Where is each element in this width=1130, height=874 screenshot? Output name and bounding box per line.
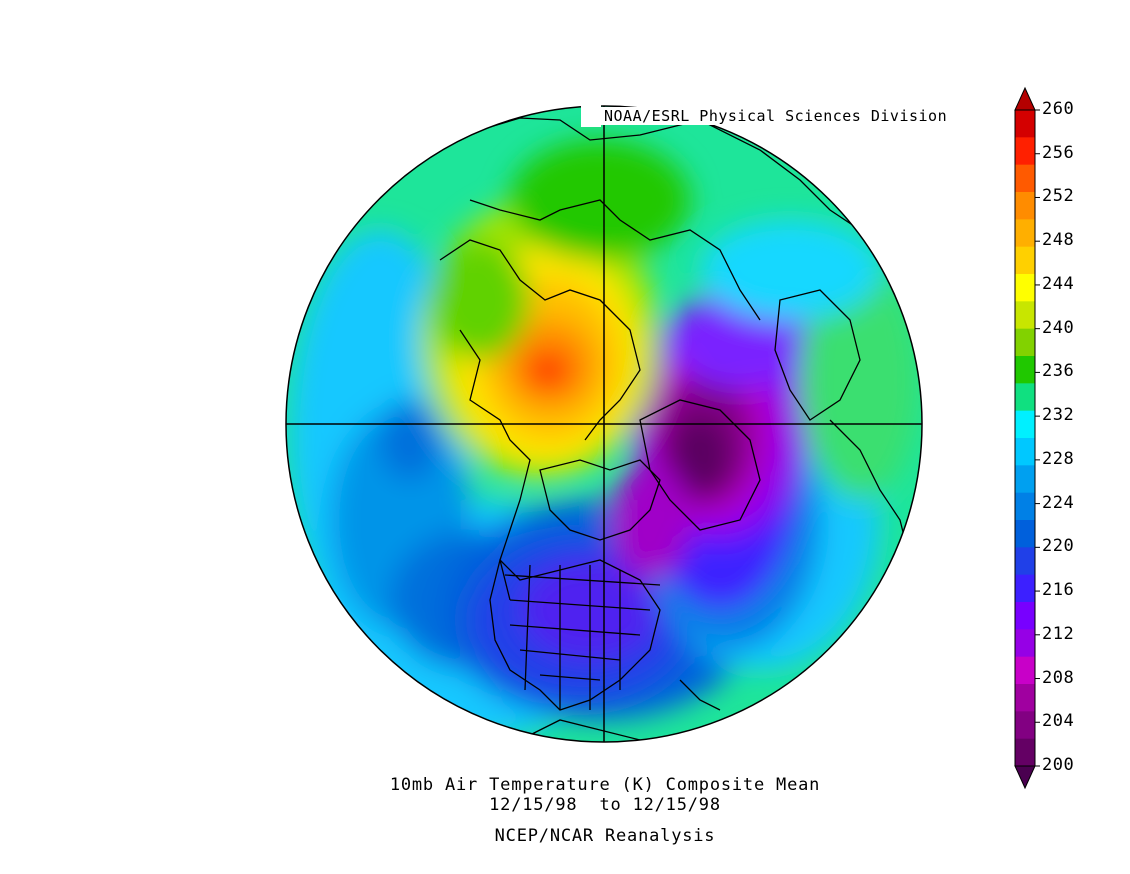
caption-dates: 12/15/98 to 12/15/98 <box>489 795 721 815</box>
colorbar-swatch <box>1015 246 1035 275</box>
colorbar-swatch <box>1015 656 1035 685</box>
colorbar-tick-label: 240 <box>1042 317 1075 338</box>
colorbar-swatch <box>1015 602 1035 630</box>
colorbar-tick-label: 212 <box>1042 623 1075 644</box>
colorbar-swatch <box>1015 219 1035 248</box>
colorbar-tick-label: 248 <box>1042 230 1075 251</box>
caption-title: 10mb Air Temperature (K) Composite Mean <box>389 775 821 795</box>
colorbar-tick-label: 256 <box>1042 142 1075 163</box>
colorbar-tick-label: 220 <box>1042 536 1075 557</box>
colorbar-swatch <box>1015 629 1035 658</box>
colorbar-swatch <box>1015 356 1035 384</box>
map-border <box>285 105 923 743</box>
colorbar-swatch <box>1015 383 1035 412</box>
colorbar-max-arrow <box>1014 86 1036 111</box>
caption-source: NCEP/NCAR Reanalysis <box>494 826 716 846</box>
colorbar-swatch <box>1015 274 1035 302</box>
colorbar-min-arrow <box>1014 765 1036 790</box>
colorbar-swatch <box>1015 520 1035 548</box>
colorbar-tick-label: 260 <box>1042 99 1075 119</box>
credit-mask <box>581 105 601 127</box>
colorbar-swatch <box>1015 438 1035 466</box>
colorbar-swatch <box>1015 301 1035 330</box>
colorbar-swatch <box>1015 110 1035 138</box>
colorbar-swatch <box>1015 465 1035 494</box>
colorbar-tick-label: 216 <box>1042 580 1075 601</box>
colorbar-tick-label: 204 <box>1042 711 1075 732</box>
colorbar-tick-label: 236 <box>1042 361 1075 382</box>
credit-label: NOAA/ESRL Physical Sciences Division <box>598 107 952 125</box>
colorbar-swatch <box>1015 328 1035 357</box>
colorbar-tick-label: 200 <box>1042 755 1075 775</box>
colorbar-tick-label: 228 <box>1042 448 1075 469</box>
colorbar-swatch <box>1015 492 1035 521</box>
colorbar-tick-label: 208 <box>1042 667 1075 688</box>
colorbar-swatch <box>1015 738 1035 767</box>
colorbar-swatch <box>1015 547 1035 576</box>
colorbar-swatch <box>1015 410 1035 439</box>
colorbar-tick-label: 224 <box>1042 492 1075 513</box>
colorbar-swatch <box>1015 192 1035 220</box>
colorbar-tick-label: 232 <box>1042 405 1075 426</box>
colorbar <box>1014 86 1040 790</box>
temperature-field <box>286 106 922 742</box>
colorbar-swatch <box>1015 574 1035 603</box>
colorbar-swatch <box>1015 711 1035 740</box>
colorbar-tick-label: 244 <box>1042 273 1075 294</box>
colorbar-swatch <box>1015 684 1035 712</box>
colorbar-swatch <box>1015 164 1035 193</box>
colorbar-tick-label: 252 <box>1042 186 1075 207</box>
colorbar-swatch <box>1015 137 1035 166</box>
